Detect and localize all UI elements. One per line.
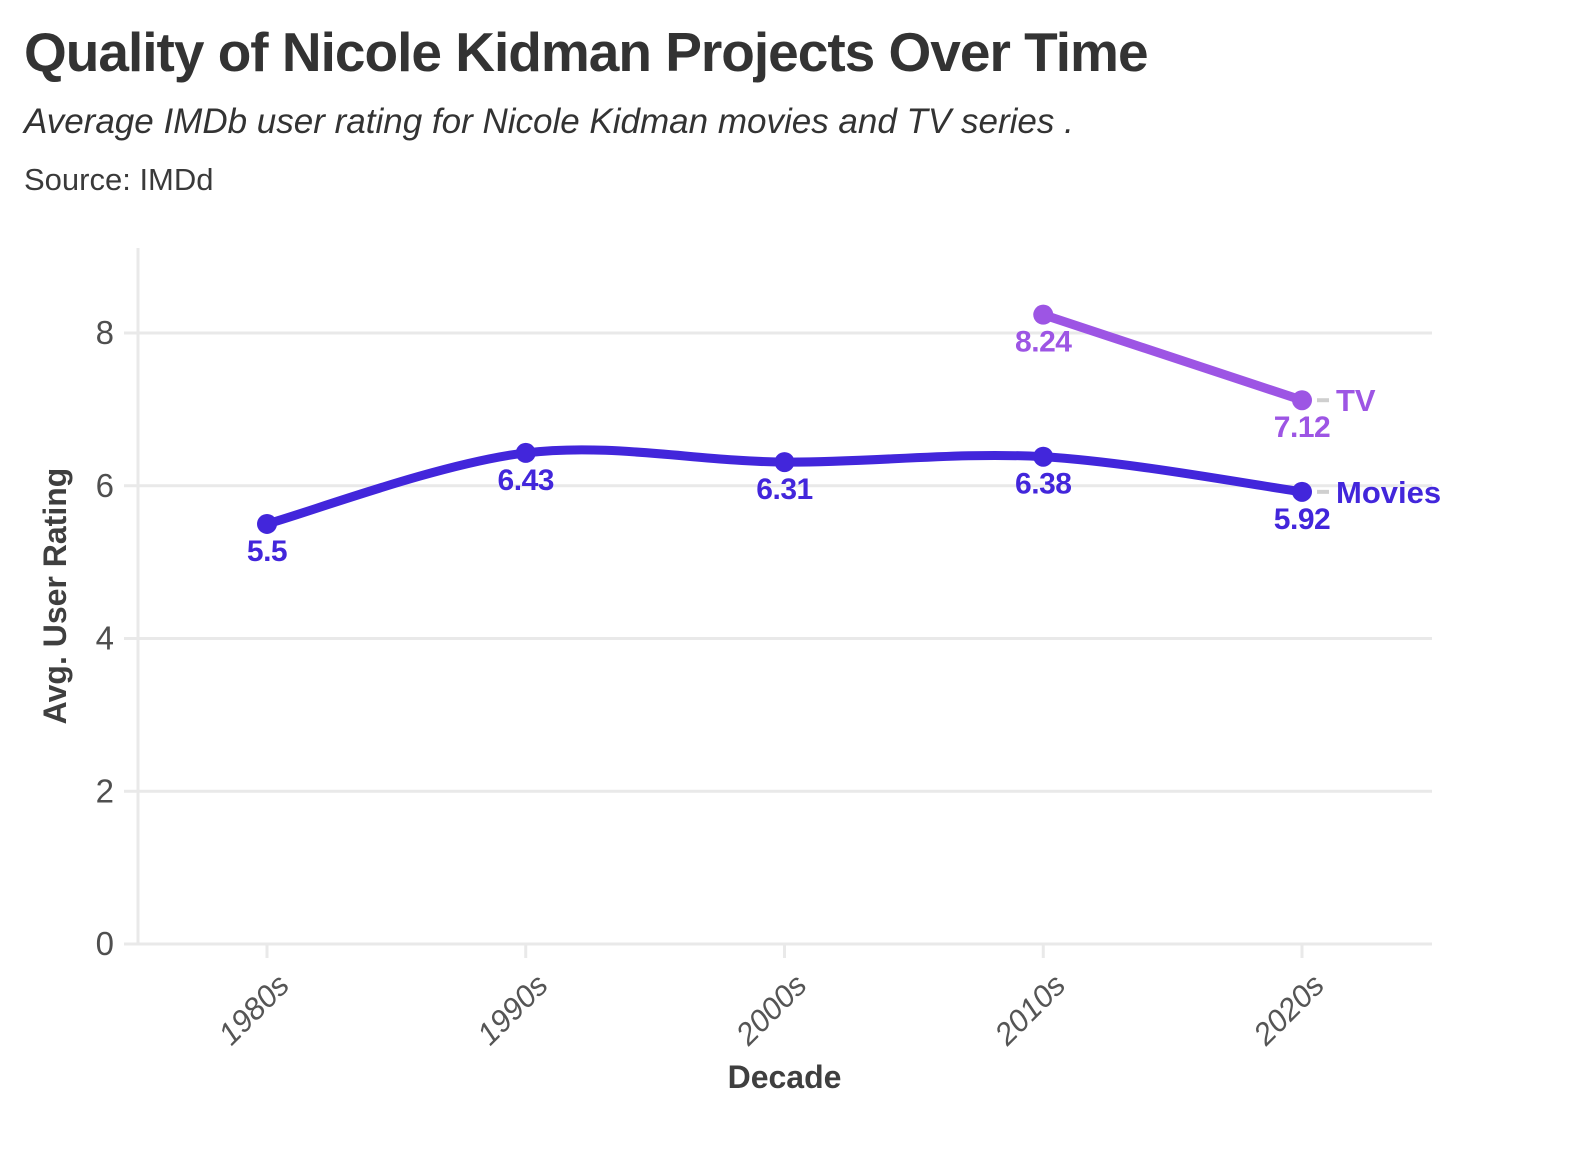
x-tick-label: 1990s (470, 967, 554, 1051)
data-point (515, 442, 536, 463)
chart-title: Quality of Nicole Kidman Projects Over T… (24, 21, 1149, 83)
data-point-label: 6.38 (1015, 468, 1071, 501)
data-point-label: 8.24 (1015, 326, 1072, 359)
tv-line (1038, 310, 1307, 405)
data-point-label: 5.92 (1274, 503, 1330, 536)
x-tick-label: 2010s (987, 967, 1072, 1052)
y-tick-label: 8 (96, 314, 114, 351)
data-point-label: 6.31 (756, 473, 812, 506)
data-point (1033, 304, 1054, 325)
data-point-label: 7.12 (1274, 411, 1330, 444)
x-axis-title: Decade (728, 1059, 842, 1095)
x-tick-label: 2020s (1246, 967, 1331, 1052)
data-point (1033, 446, 1054, 467)
series-end-label: Movies (1336, 475, 1441, 510)
data-point-label: 6.43 (498, 464, 554, 497)
data-point (774, 452, 795, 473)
y-tick-label: 4 (96, 620, 114, 657)
y-axis-title: Avg. User Rating (37, 468, 73, 725)
y-tick-label: 0 (96, 925, 114, 962)
y-tick-label: 2 (96, 772, 114, 809)
data-point (1292, 481, 1312, 502)
data-point-label: 5.5 (247, 535, 287, 568)
chart-source-note: Source: IMDd (24, 162, 214, 197)
data-point (257, 513, 277, 534)
chart-subtitle: Average IMDb user rating for Nicole Kidm… (24, 102, 1074, 141)
x-tick-label: 1980s (211, 967, 295, 1051)
data-point (1292, 390, 1312, 411)
x-tick-label: 2000s (728, 967, 813, 1052)
series-end-label: TV (1336, 383, 1376, 418)
y-tick-label: 6 (96, 467, 114, 504)
